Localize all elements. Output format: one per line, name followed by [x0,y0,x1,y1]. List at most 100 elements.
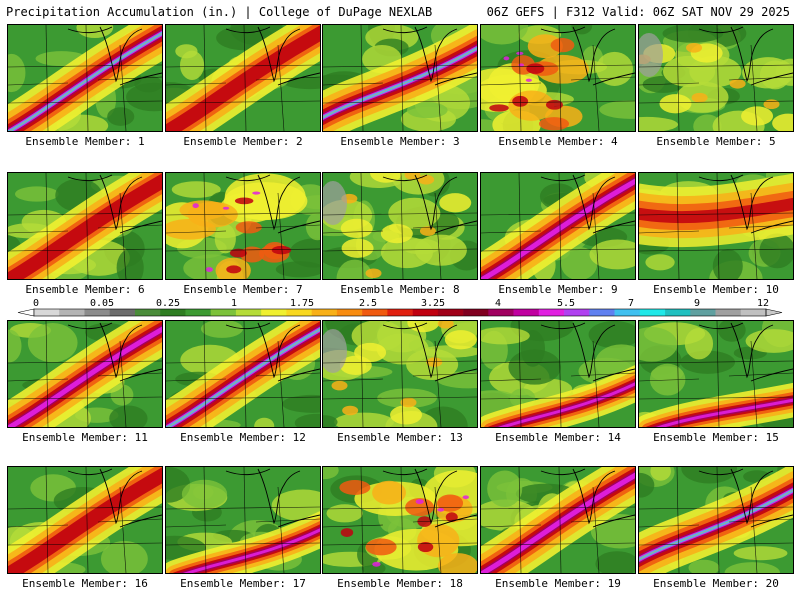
colorbar-tick-label: 0.25 [156,298,180,309]
ensemble-member-label: Ensemble Member: 8 [340,283,460,296]
precip-map [639,25,793,131]
precip-map [8,467,162,573]
ensemble-member-label: Ensemble Member: 19 [495,577,621,590]
colorbar-swatch [488,309,514,316]
colorbar-tick-label: 9 [694,298,700,309]
colorbar-swatch [185,309,211,316]
header: Precipitation Accumulation (in.) | Colle… [0,0,800,24]
colorbar-swatch [665,309,691,316]
precip-map [481,173,635,279]
colorbar-swatch [564,309,590,316]
ensemble-member-label: Ensemble Member: 16 [22,577,148,590]
colorbar-swatch [538,309,565,316]
ensemble-member-label: Ensemble Member: 3 [340,135,460,148]
ensemble-map-panel [165,320,321,428]
ensemble-member-label: Ensemble Member: 5 [656,135,776,148]
colorbar-swatch [387,309,413,316]
ensemble-map-panel [322,172,478,280]
precip-map [8,25,162,131]
colorbar-swatch [614,309,641,316]
ensemble-map-panel [480,172,636,280]
colorbar-min-arrow [17,308,35,317]
precip-map [166,321,320,427]
colorbar-swatch [311,309,338,316]
ensemble-map-panel [322,466,478,574]
colorbar-tick-label: 0 [33,298,39,309]
precip-map [166,173,320,279]
colorbar-swatch [84,309,111,316]
colorbar-swatch [235,309,262,316]
run-info: 06Z GEFS | F312 Valid: 06Z SAT NOV 29 20… [486,5,790,19]
ensemble-map-panel [322,320,478,428]
colorbar-tick-label: 3.25 [421,298,445,309]
colorbar-swatch [589,309,615,316]
precip-map [166,25,320,131]
colorbar-swatch [690,309,716,316]
ensemble-member-label: Ensemble Member: 14 [495,431,621,444]
ensemble-map-panel [7,24,163,132]
ensemble-map-panel [480,24,636,132]
ensemble-member-label: Ensemble Member: 15 [653,431,779,444]
ensemble-map-panel [322,24,478,132]
ensemble-map-panel [7,466,163,574]
ensemble-member-label: Ensemble Member: 13 [337,431,463,444]
colorbar-tick-label: 1.75 [290,298,314,309]
ensemble-member-label: Ensemble Member: 20 [653,577,779,590]
precip-map [323,467,477,573]
ensemble-map-panel [165,172,321,280]
colorbar-swatch [160,309,186,316]
colorbar-tick-label: 2.5 [359,298,377,309]
colorbar-swatch [109,309,136,316]
map-title: Precipitation Accumulation (in.) | Colle… [6,5,433,19]
colorbar-swatch [210,309,237,316]
precip-map [323,321,477,427]
ensemble-map-panel [638,466,794,574]
ensemble-member-label: Ensemble Member: 2 [183,135,303,148]
ensemble-member-label: Ensemble Member: 7 [183,283,303,296]
ensemble-map-panel [638,24,794,132]
ensemble-member-label: Ensemble Member: 4 [498,135,618,148]
precip-map [8,173,162,279]
colorbar-tick-label: 5.5 [557,298,575,309]
colorbar: 0 0.05 0.25 1 1.75 2.5 3.25 4 5.5 7 9 12 [0,296,800,320]
ensemble-member-label: Ensemble Member: 10 [653,283,779,296]
colorbar-swatch [412,309,439,316]
colorbar-tick-label: 0.05 [90,298,114,309]
precip-map [481,321,635,427]
ensemble-member-label: Ensemble Member: 18 [337,577,463,590]
ensemble-member-label: Ensemble Member: 11 [22,431,148,444]
colorbar-swatch [261,309,287,316]
colorbar-tick-label: 1 [231,298,237,309]
precip-map [166,467,320,573]
ensemble-map-panel [7,172,163,280]
precip-map [481,467,635,573]
precip-map [639,321,793,427]
ensemble-map-panel [638,320,794,428]
ensemble-map-panel [165,466,321,574]
ensemble-map-panel [480,320,636,428]
colorbar-swatch [362,309,388,316]
ensemble-map-panel [165,24,321,132]
ensemble-map-panel [7,320,163,428]
colorbar-swatch [463,309,489,316]
precip-map [8,321,162,427]
ensemble-member-label: Ensemble Member: 6 [25,283,145,296]
colorbar-swatch [639,309,666,316]
ensemble-member-label: Ensemble Member: 12 [180,431,306,444]
colorbar-tick-label: 4 [495,298,501,309]
ensemble-member-label: Ensemble Member: 9 [498,283,618,296]
colorbar-swatch [286,309,312,316]
precip-map [481,25,635,131]
colorbar-graphic: 0 0.05 0.25 1 1.75 2.5 3.25 4 5.5 7 9 12 [17,298,783,317]
colorbar-swatch [437,309,464,316]
colorbar-swatch [34,309,60,316]
colorbar-tick-label: 12 [757,298,769,309]
ensemble-map-panel [480,466,636,574]
ensemble-map-panel [638,172,794,280]
precip-map [323,173,477,279]
colorbar-max-arrow [765,308,783,317]
precip-map [639,173,793,279]
ensemble-member-label: Ensemble Member: 1 [25,135,145,148]
precip-map [323,25,477,131]
colorbar-swatch [59,309,85,316]
